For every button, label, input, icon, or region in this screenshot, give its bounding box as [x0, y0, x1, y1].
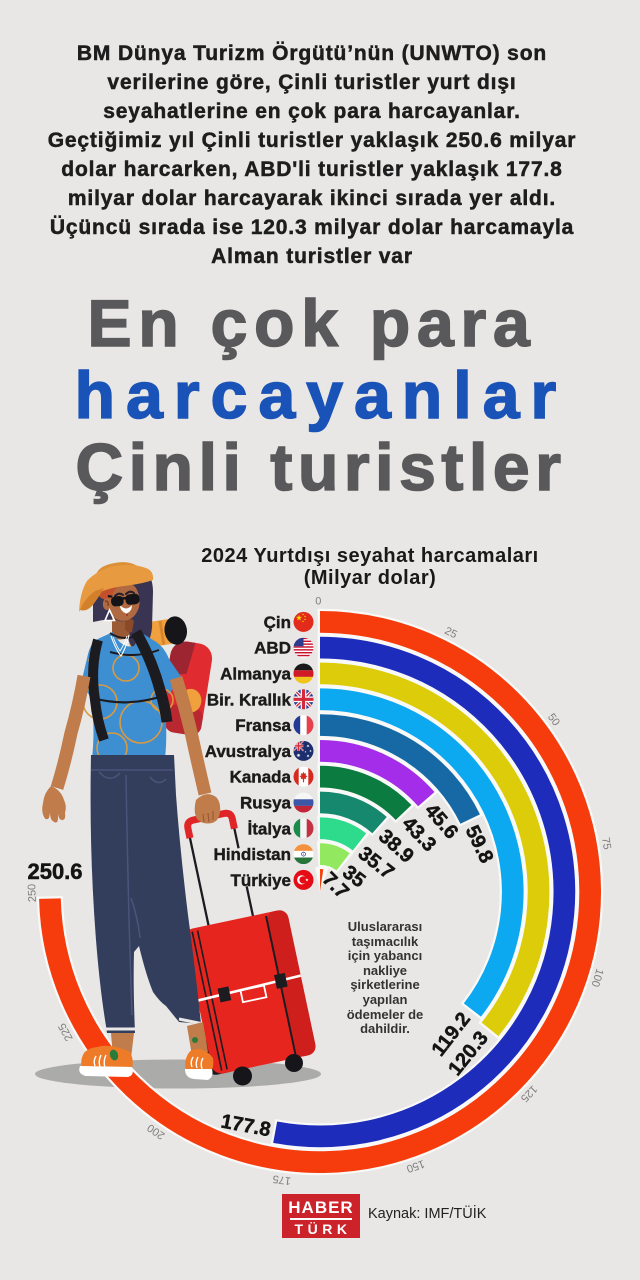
svg-text:Almanya: Almanya — [220, 665, 291, 684]
svg-text:Fransa: Fransa — [235, 716, 291, 735]
svg-text:ABD: ABD — [254, 639, 291, 658]
svg-text:Çin: Çin — [264, 613, 291, 632]
svg-text:250: 250 — [26, 884, 39, 903]
svg-text:Bir. Krallık: Bir. Krallık — [207, 690, 292, 709]
svg-text:Hindistan: Hindistan — [214, 845, 291, 864]
svg-text:150: 150 — [405, 1157, 426, 1174]
svg-text:250.6: 250.6 — [27, 859, 82, 884]
svg-text:0: 0 — [315, 596, 321, 608]
svg-text:Kanada: Kanada — [230, 768, 292, 787]
svg-text:25: 25 — [443, 625, 459, 641]
svg-text:175: 175 — [272, 1172, 292, 1186]
svg-text:75: 75 — [599, 837, 613, 851]
svg-text:Türkiye: Türkiye — [231, 871, 291, 890]
svg-text:Avustralya: Avustralya — [205, 742, 292, 761]
svg-text:50: 50 — [545, 711, 562, 728]
svg-text:100: 100 — [589, 967, 606, 988]
svg-text:Rusya: Rusya — [240, 794, 292, 813]
svg-text:İtalya: İtalya — [248, 819, 292, 838]
